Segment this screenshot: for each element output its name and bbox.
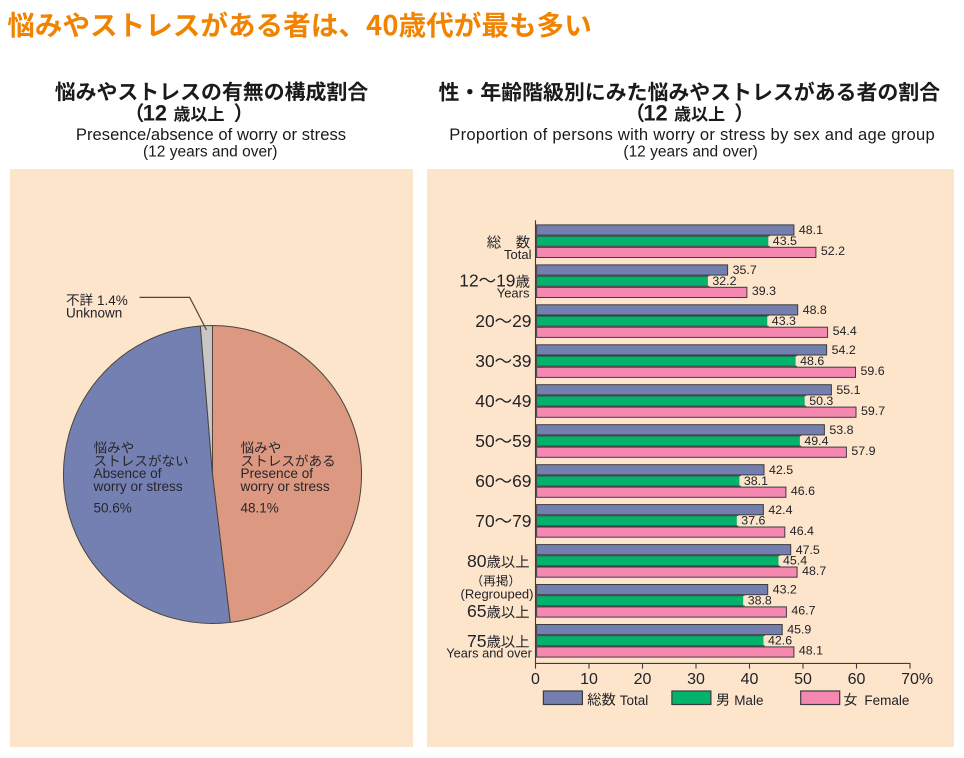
svg-text:29: 29 <box>512 311 531 331</box>
svg-text:43.5: 43.5 <box>773 234 797 248</box>
svg-text:45.4: 45.4 <box>783 554 807 568</box>
svg-text:57.9: 57.9 <box>851 444 875 458</box>
svg-text:Total: Total <box>504 247 532 262</box>
svg-text:48.1: 48.1 <box>799 223 823 237</box>
svg-text:32.2: 32.2 <box>712 274 736 288</box>
svg-text:43.3: 43.3 <box>772 314 796 328</box>
svg-text:48.1%: 48.1% <box>241 500 279 515</box>
svg-text:0: 0 <box>531 671 540 688</box>
svg-text:80: 80 <box>467 551 487 571</box>
svg-text:55.1: 55.1 <box>836 383 860 397</box>
svg-text:30: 30 <box>475 351 494 371</box>
svg-text:48.6: 48.6 <box>800 354 824 368</box>
svg-text:75: 75 <box>467 631 487 651</box>
svg-text:59.6: 59.6 <box>861 364 885 378</box>
svg-text:52.2: 52.2 <box>821 244 845 258</box>
svg-text:Unknown: Unknown <box>66 306 122 321</box>
svg-text:Presence of: Presence of <box>241 466 314 481</box>
svg-text:42.6: 42.6 <box>768 634 792 648</box>
svg-text:39: 39 <box>512 351 531 371</box>
svg-text:(12 years and over): (12 years and over) <box>143 143 277 160</box>
svg-text:worry or stress: worry or stress <box>240 479 330 494</box>
svg-text:Years and over: Years and over <box>446 646 532 661</box>
svg-text:Presence/absence of worry or s: Presence/absence of worry or stress <box>76 125 346 144</box>
svg-text:60: 60 <box>848 671 866 688</box>
svg-text:59.7: 59.7 <box>861 404 885 418</box>
svg-text:50: 50 <box>794 671 812 688</box>
svg-text:worry or stress: worry or stress <box>93 479 183 494</box>
svg-text:40: 40 <box>475 391 494 411</box>
svg-text:35.7: 35.7 <box>733 263 757 277</box>
svg-text:38.8: 38.8 <box>748 594 772 608</box>
svg-text:50.3: 50.3 <box>809 394 833 408</box>
svg-text:53.8: 53.8 <box>829 423 853 437</box>
svg-text:37.6: 37.6 <box>741 514 765 528</box>
svg-text:Years: Years <box>497 286 530 301</box>
svg-text:10: 10 <box>580 671 598 688</box>
svg-text:Male: Male <box>734 693 763 708</box>
svg-text:12: 12 <box>459 271 478 291</box>
svg-text:20: 20 <box>634 671 652 688</box>
svg-text:54.4: 54.4 <box>833 324 857 338</box>
svg-text:12: 12 <box>143 100 167 125</box>
svg-text:38.1: 38.1 <box>744 474 768 488</box>
svg-text:49: 49 <box>512 391 531 411</box>
svg-text:40: 40 <box>741 671 759 688</box>
svg-text:(12 years and over): (12 years and over) <box>623 143 757 160</box>
svg-text:12: 12 <box>643 100 667 125</box>
svg-text:45.9: 45.9 <box>787 623 811 637</box>
svg-text:48.7: 48.7 <box>802 564 826 578</box>
svg-text:70: 70 <box>475 511 494 531</box>
svg-text:48.8: 48.8 <box>803 303 827 317</box>
svg-text:Total: Total <box>620 693 649 708</box>
svg-text:42.4: 42.4 <box>768 503 792 517</box>
svg-text:50: 50 <box>475 431 494 451</box>
svg-text:20: 20 <box>475 311 494 331</box>
svg-text:59: 59 <box>512 431 531 451</box>
svg-text:49.4: 49.4 <box>804 434 828 448</box>
svg-text:(Regrouped): (Regrouped) <box>461 587 534 602</box>
svg-text:46.7: 46.7 <box>791 604 815 618</box>
svg-text:42.5: 42.5 <box>769 463 793 477</box>
svg-text:79: 79 <box>512 511 531 531</box>
svg-text:54.2: 54.2 <box>832 343 856 357</box>
svg-text:70%: 70% <box>901 671 933 688</box>
svg-text:Female: Female <box>864 693 909 708</box>
svg-text:69: 69 <box>512 471 531 491</box>
svg-text:30: 30 <box>687 671 705 688</box>
svg-text:60: 60 <box>475 471 494 491</box>
svg-text:46.6: 46.6 <box>791 484 815 498</box>
svg-text:46.4: 46.4 <box>790 524 814 538</box>
svg-text:19: 19 <box>496 271 515 291</box>
svg-text:1.4%: 1.4% <box>97 293 128 308</box>
svg-text:39.3: 39.3 <box>752 284 776 298</box>
svg-text:Absence of: Absence of <box>94 466 162 481</box>
svg-text:65: 65 <box>467 601 487 621</box>
svg-text:47.5: 47.5 <box>796 543 820 557</box>
svg-text:48.1: 48.1 <box>799 644 823 658</box>
svg-text:50.6%: 50.6% <box>94 500 132 515</box>
svg-text:43.2: 43.2 <box>773 583 797 597</box>
svg-text:Proportion of persons with wor: Proportion of persons with worry or stre… <box>449 125 934 144</box>
